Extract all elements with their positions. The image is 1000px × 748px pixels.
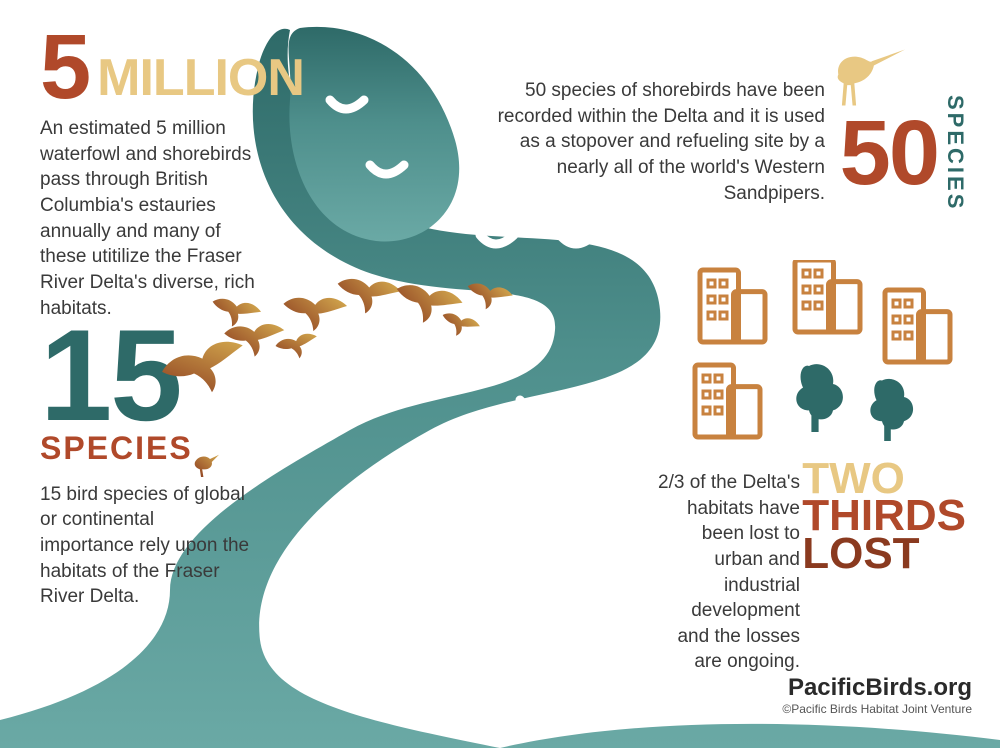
urban-icon-group <box>680 260 970 460</box>
fifteen-number: 15 <box>40 320 250 431</box>
sandpiper-icon <box>820 30 910 110</box>
stat-two-thirds: TWO THIRDS LOST <box>802 460 966 572</box>
five-number: 5 <box>40 28 89 106</box>
million-word: MILLION <box>97 56 304 106</box>
site-url: PacificBirds.org <box>782 674 972 702</box>
two-thirds-body: 2/3 of the Delta's habitats have been lo… <box>655 470 800 675</box>
five-million-body: An estimated 5 million waterfowl and sho… <box>40 116 270 321</box>
lost-word: LOST <box>802 535 966 572</box>
fifty-label: SPECIES <box>942 95 968 211</box>
footer: PacificBirds.org ©Pacific Birds Habitat … <box>782 674 972 716</box>
copyright: ©Pacific Birds Habitat Joint Venture <box>782 702 972 716</box>
fifteen-label: SPECIES <box>40 435 250 462</box>
fifty-number-group: 50 SPECIES <box>840 95 968 211</box>
fifteen-body: 15 bird species of global or continental… <box>40 482 250 610</box>
fifty-body: 50 species of shorebirds have been recor… <box>490 78 825 206</box>
stat-15-species: 15 SPECIES 15 bird species of global or … <box>40 320 250 610</box>
fifty-number: 50 <box>840 114 938 192</box>
stat-5-million: 5 MILLION An estimated 5 million waterfo… <box>40 28 300 321</box>
